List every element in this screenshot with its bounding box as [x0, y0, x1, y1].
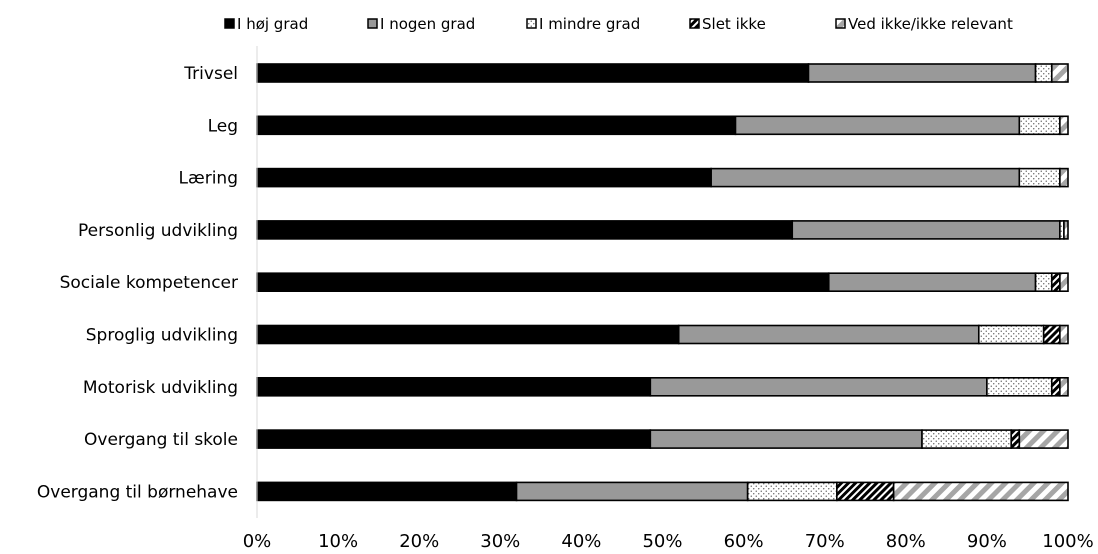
x-tick-label: 90%	[967, 531, 1007, 552]
legend-swatch	[367, 18, 378, 29]
bar-segment	[977, 324, 1045, 345]
category-label: Sproglig udvikling	[86, 326, 238, 346]
legend-swatch	[526, 18, 537, 29]
bar-segment	[1018, 167, 1061, 188]
x-tick-label: 70%	[805, 531, 845, 552]
legend-label: Ved ikke/ikke relevant	[848, 15, 1013, 33]
bar-segment	[1063, 220, 1069, 240]
category-label: Motorisk udvikling	[83, 378, 238, 398]
category-label: Læring	[179, 169, 238, 189]
category-label: Overgang til skole	[84, 430, 238, 450]
legend-swatch	[689, 18, 700, 29]
x-tick-label: 30%	[480, 531, 520, 552]
bar-segment	[827, 272, 1037, 293]
legend-label: I mindre grad	[539, 15, 640, 33]
bar-segment	[734, 115, 1021, 136]
bar-segment	[256, 429, 652, 449]
legend-label: I høj grad	[237, 15, 308, 33]
x-tick-label: 20%	[399, 531, 439, 552]
bar-segment	[1059, 376, 1069, 397]
category-label: Leg	[208, 116, 238, 136]
bar-segment	[1034, 272, 1053, 293]
bar-segment	[791, 220, 1061, 240]
category-label: Personlig udvikling	[78, 221, 238, 241]
bar-segment	[256, 220, 794, 240]
bar-segment	[836, 481, 895, 502]
legend-swatch	[835, 18, 846, 29]
x-tick-label: 50%	[642, 531, 682, 552]
bar-segment	[1034, 63, 1053, 83]
bar-segment	[256, 481, 518, 502]
bar-segment	[986, 376, 1053, 397]
legend-swatch	[224, 18, 235, 29]
plot-area	[256, 63, 1069, 502]
bar-segment	[1059, 324, 1069, 345]
bar-segment	[1059, 115, 1069, 136]
category-label: Sociale kompetencer	[60, 273, 238, 293]
bar-segment	[256, 115, 737, 136]
bar-segment	[1059, 167, 1069, 188]
bar-segment	[256, 324, 680, 345]
x-tick-label: 80%	[886, 531, 926, 552]
bar-segment	[710, 167, 1021, 188]
bar-segment	[746, 481, 838, 502]
bar-segment	[649, 376, 988, 397]
bar-segment	[921, 429, 1013, 449]
x-tick-label: 100%	[1042, 531, 1093, 552]
bar-segment	[256, 272, 830, 293]
legend: I høj grad I nogen grad I mindre grad Slet …	[224, 15, 1013, 33]
x-tick-label: 0%	[243, 531, 272, 552]
category-label: Overgang til børnehave	[37, 482, 238, 502]
bar-segment	[1018, 429, 1069, 449]
category-labels: Trivsel Leg Læring Personlig udvikling Socia…	[37, 64, 238, 502]
legend-label: Slet ikke	[702, 15, 766, 33]
bar-segment	[1050, 272, 1061, 293]
x-tick-label: 40%	[561, 531, 601, 552]
bar-segment	[256, 376, 652, 397]
bar-segment	[892, 481, 1069, 502]
x-tick-label: 60%	[724, 531, 764, 552]
category-label: Trivsel	[183, 64, 238, 84]
bar-segment	[256, 167, 712, 188]
bar-segment	[807, 63, 1037, 83]
bar-segment	[1050, 376, 1061, 397]
bar-segment	[1050, 63, 1069, 83]
bar-segment	[1042, 324, 1061, 345]
bar-segment	[515, 481, 749, 502]
bar-segment	[677, 324, 980, 345]
bar-segment	[1018, 115, 1061, 136]
legend-label: I nogen grad	[380, 15, 475, 33]
bar-segment	[649, 429, 923, 449]
x-tick-label: 10%	[318, 531, 358, 552]
bar-segment	[1010, 429, 1021, 449]
bar-segment	[256, 63, 810, 83]
bar-segment	[1059, 272, 1069, 293]
x-axis: 0% 10% 20% 30% 40% 50% 60% 70% 80% 90% 100%	[243, 46, 1094, 552]
